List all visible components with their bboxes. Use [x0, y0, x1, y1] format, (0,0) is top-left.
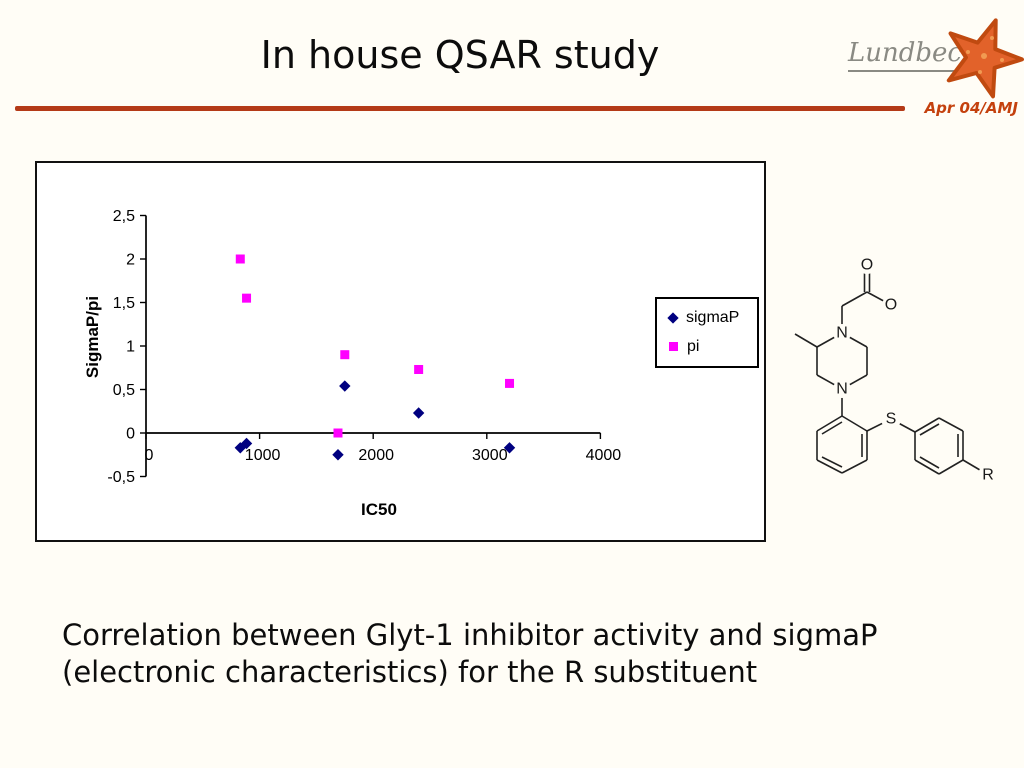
legend-item-sigmaP: sigmaP	[667, 309, 757, 327]
chart-legend: sigmaP pi	[655, 297, 759, 368]
pi-point	[235, 254, 245, 264]
carbonyl-oxygen-label: O	[861, 257, 873, 274]
starfish-icon	[946, 18, 1024, 99]
x-axis-title: IC50	[361, 500, 397, 519]
pi-point	[340, 350, 350, 360]
y-tick-label: 2,5	[113, 208, 135, 225]
slide-title: In house QSAR study	[260, 33, 660, 77]
x-tick-label: 0	[145, 447, 154, 464]
pi-point	[242, 293, 252, 303]
x-tick-label: 1000	[245, 447, 281, 464]
y-tick-label: 0,5	[113, 382, 135, 399]
sigmaP-point	[412, 407, 425, 419]
sigmaP-point	[240, 437, 253, 450]
pi-square-icon	[669, 342, 678, 352]
caption-line-2: (electronic characteristics) for the R s…	[62, 655, 758, 689]
legend-item-pi: pi	[669, 338, 757, 356]
nitrogen-bottom-label: N	[836, 381, 848, 398]
pi-point	[414, 364, 424, 374]
pi-point	[505, 378, 515, 388]
y-tick-label: 2	[126, 252, 135, 269]
y-tick-label: 0	[126, 426, 135, 443]
sigmaP-point	[332, 449, 344, 461]
sigmaP-point	[503, 442, 516, 454]
nitrogen-top-label: N	[836, 325, 848, 342]
legend-label-pi: pi	[687, 337, 700, 355]
y-tick-label: 1	[126, 339, 135, 356]
legend-label-sigmaP: sigmaP	[686, 309, 740, 327]
pi-point	[333, 428, 343, 438]
sulfur-label: S	[886, 411, 897, 428]
header-divider	[15, 106, 905, 111]
caption-line-1: Correlation between Glyt-1 inhibitor act…	[62, 618, 878, 652]
y-tick-label: -0,5	[107, 469, 135, 486]
x-tick-label: 4000	[586, 447, 622, 464]
chart-plot-area: 2,5 2 1,5 1 0,5 0 -0,5 0 1000 2000 3000 4000	[107, 208, 622, 486]
qsar-scatter-chart: 2,5 2 1,5 1 0,5 0 -0,5 0 1000 2000 3000 4000 SigmaP…	[35, 161, 766, 542]
date-label: Apr 04/AMJ	[924, 99, 1018, 117]
ester-oxygen-label: O	[885, 297, 897, 314]
x-tick-label: 2000	[358, 447, 394, 464]
y-tick-label: 1,5	[113, 295, 135, 312]
sigmaP-diamond-icon	[667, 312, 679, 324]
sigmaP-point	[339, 380, 351, 392]
r-group-label: R	[982, 467, 994, 484]
lundbeck-logo: Lundbeck	[840, 12, 1024, 104]
caption: Correlation between Glyt-1 inhibitor act…	[62, 617, 992, 691]
y-axis-title: SigmaP/pi	[83, 295, 102, 379]
chemical-structure: O O N N S R	[794, 256, 998, 485]
x-tick-label: 3000	[472, 447, 508, 464]
